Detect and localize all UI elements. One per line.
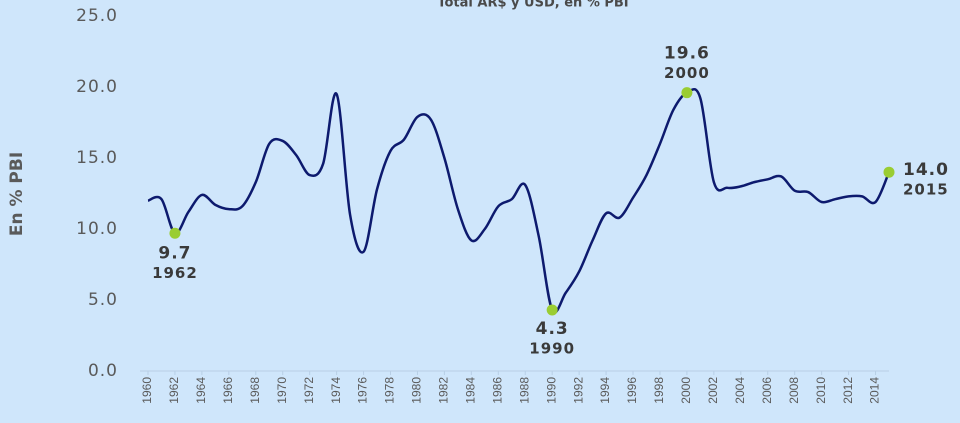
highlight-value: 19.6	[664, 44, 710, 64]
x-tick-label: 2014	[868, 377, 882, 404]
x-tick-label: 1966	[221, 377, 235, 404]
x-tick-label: 1988	[517, 377, 531, 404]
x-tick-label: 1964	[194, 377, 208, 404]
x-tick-label: 1986	[490, 377, 504, 404]
x-tick-label: 2008	[787, 377, 801, 404]
highlight-year: 2015	[903, 181, 949, 199]
y-tick-label: 5.0	[88, 290, 118, 310]
y-tick-label: 20.0	[76, 77, 118, 97]
y-axis-label: En % PBI	[7, 152, 27, 236]
x-tick-label: 1982	[437, 377, 451, 404]
x-tick-label: 1962	[167, 377, 181, 404]
x-tick-label: 1960	[140, 377, 154, 404]
x-tick-label: 2002	[706, 377, 720, 404]
highlight-value: 14.0	[903, 160, 949, 180]
highlight-point	[169, 227, 181, 239]
x-tick-label: 1978	[383, 377, 397, 404]
x-tick-label: 2004	[733, 377, 747, 404]
chart-title: Total AR$ y USD, en % PBI	[437, 0, 628, 11]
highlight-point	[546, 304, 558, 316]
x-tick-label: 1980	[410, 377, 424, 404]
y-tick-label: 0.0	[88, 361, 118, 381]
x-tick-label: 1968	[248, 377, 262, 404]
x-tick-label: 1996	[625, 377, 639, 404]
x-tick-label: 1994	[598, 377, 612, 404]
y-tick-label: 10.0	[76, 219, 118, 239]
x-tick-label: 1990	[544, 377, 558, 404]
highlight-value: 9.7	[158, 243, 191, 263]
highlight-point	[883, 166, 895, 178]
highlight-year: 1990	[529, 339, 575, 357]
x-tick-label: 1992	[571, 377, 585, 404]
x-tick-label: 2000	[679, 377, 693, 404]
highlight-value: 4.3	[536, 319, 569, 339]
highlight-year: 2000	[664, 64, 710, 82]
y-tick-label: 25.0	[76, 6, 118, 26]
x-tick-label: 1984	[464, 377, 478, 404]
x-tick-label: 2012	[841, 377, 855, 404]
x-tick-label: 1976	[356, 377, 370, 404]
x-tick-label: 1998	[652, 377, 666, 404]
x-tick-label: 2010	[814, 377, 828, 404]
x-tick-label: 1972	[302, 377, 316, 404]
x-tick-label: 1970	[275, 377, 289, 404]
x-tick-label: 2006	[760, 377, 774, 404]
x-tick-label: 1974	[329, 377, 343, 404]
highlight-year: 1962	[152, 264, 198, 282]
highlight-point	[681, 87, 693, 99]
line	[147, 87, 891, 314]
y-tick-label: 15.0	[76, 148, 118, 168]
